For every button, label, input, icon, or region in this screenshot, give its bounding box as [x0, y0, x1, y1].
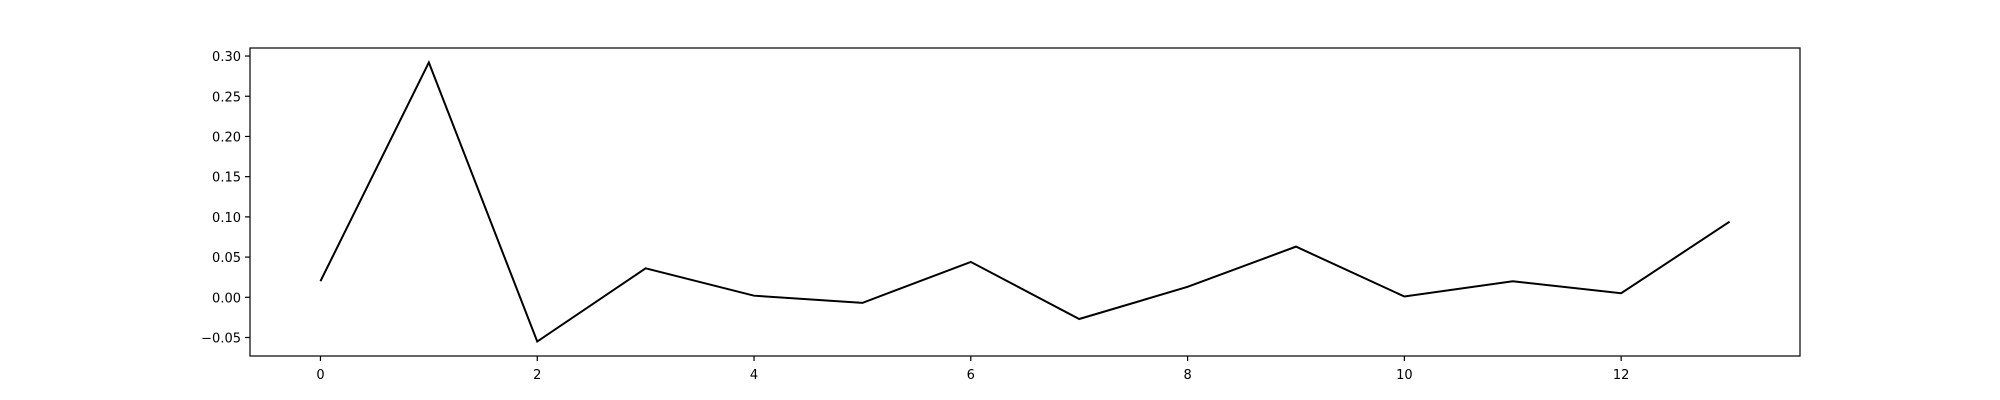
x-axis: 0 2 4 6 8 10 12	[316, 356, 1629, 383]
x-tick-label: 4	[750, 368, 758, 383]
y-tick-label: 0.00	[212, 291, 241, 306]
y-tick-label: 0.25	[212, 90, 241, 105]
x-tick-label: 2	[533, 368, 541, 383]
y-tick-label: 0.15	[212, 171, 241, 186]
y-axis: −0.05 0.00 0.05 0.10 0.15 0.20 0.25 0.30	[201, 50, 250, 347]
x-tick-label: 8	[1183, 368, 1191, 383]
y-tick-label: 0.10	[212, 211, 241, 226]
axes-frame	[249, 47, 1801, 357]
y-tick-label: −0.05	[201, 332, 241, 347]
y-tick-label: 0.30	[212, 50, 241, 65]
x-tick-label: 12	[1613, 368, 1630, 383]
series-line-1	[319, 60, 1731, 344]
x-tick-label: 10	[1396, 368, 1413, 383]
y-tick-label: 0.05	[212, 251, 241, 266]
plot-area	[319, 60, 1731, 344]
x-tick-label: 0	[316, 368, 324, 383]
y-tick-label: 0.20	[212, 130, 241, 145]
x-tick-label: 6	[967, 368, 975, 383]
